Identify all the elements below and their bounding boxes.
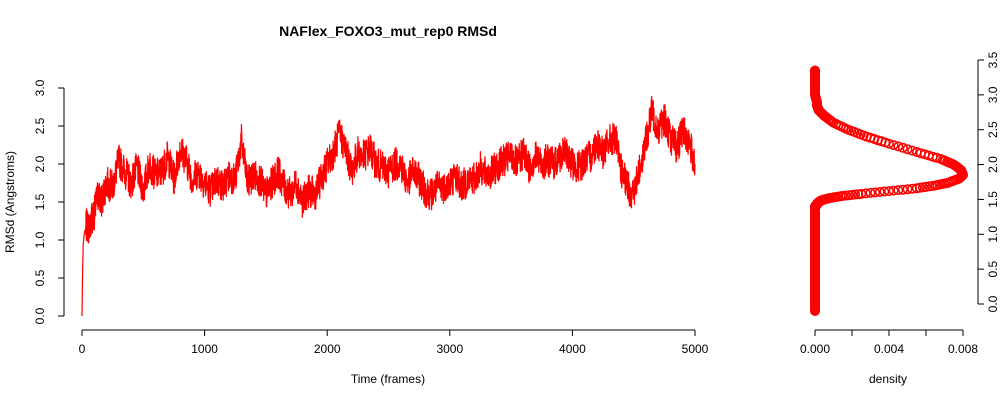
density-point <box>865 187 876 198</box>
density-x-tick-label: 0.000 <box>800 342 830 356</box>
x-tick-label: 1000 <box>191 342 218 356</box>
density-panel: 0.000 0.004 0.008 0.0 0.5 1.0 1.5 2.0 2.5 3.0 3.5… <box>800 51 1000 386</box>
density-point <box>911 147 922 158</box>
density-y-tick-label: 2.5 <box>986 121 1000 138</box>
density-y-tick-label: 0.0 <box>986 295 1000 312</box>
density-y-tick-label: 1.5 <box>986 191 1000 208</box>
x-tick-label: 2000 <box>314 342 341 356</box>
density-points <box>809 65 968 316</box>
x-tick-label: 3000 <box>436 342 463 356</box>
density-point <box>809 65 820 76</box>
density-y-tick-label: 0.5 <box>986 260 1000 277</box>
density-y-tick-label: 2.0 <box>986 156 1000 173</box>
density-point <box>902 184 913 195</box>
x-tick-label: 0 <box>79 342 86 356</box>
density-x-tick-label: 0.008 <box>948 342 978 356</box>
y-tick-label: 0.0 <box>33 307 47 324</box>
density-point <box>879 186 890 197</box>
y-tick-label: 1.0 <box>33 231 47 248</box>
density-y-tick-label: 3.0 <box>986 86 1000 103</box>
density-point <box>897 184 908 195</box>
density-point <box>907 145 918 156</box>
density-x-axis-label: density <box>869 372 907 386</box>
y-axis-label: RMSd (Angstroms) <box>3 151 17 253</box>
left-y-axis: 0.0 0.5 1.0 1.5 2.0 2.5 3.0 <box>33 79 65 324</box>
y-tick-label: 2.5 <box>33 117 47 134</box>
y-tick-label: 1.5 <box>33 193 47 210</box>
x-tick-label: 4000 <box>559 342 586 356</box>
density-x-tick-label: 0.004 <box>874 342 904 356</box>
density-y-axis: 0.0 0.5 1.0 1.5 2.0 2.5 3.0 3.5 <box>977 51 1000 312</box>
x-axis-label: Time (frames) <box>351 372 425 386</box>
density-point <box>902 144 913 155</box>
series-line-rmsd <box>81 95 696 316</box>
y-tick-label: 2.0 <box>33 155 47 172</box>
density-y-tick-label: 3.5 <box>986 51 1000 68</box>
density-x-axis: 0.000 0.004 0.008 <box>800 329 978 356</box>
density-point <box>893 185 904 196</box>
density-point <box>856 188 867 199</box>
left-x-axis: 0 1000 2000 3000 4000 5000 <box>79 329 709 356</box>
x-tick-label: 5000 <box>682 342 709 356</box>
density-point <box>870 187 881 198</box>
density-point <box>860 188 871 199</box>
density-point <box>883 186 894 197</box>
density-point <box>897 142 908 153</box>
y-tick-label: 0.5 <box>33 269 47 286</box>
rmsd-line-panel: 0.0 0.5 1.0 1.5 2.0 2.5 3.0 0 1000 2000 3000 4000 5… <box>3 79 709 386</box>
y-tick-label: 3.0 <box>33 79 47 96</box>
density-point <box>893 141 904 152</box>
density-y-tick-label: 1.0 <box>986 226 1000 243</box>
chart-title: NAFlex_FOXO3_mut_rep0 RMSd <box>279 23 497 39</box>
density-point <box>888 185 899 196</box>
density-point <box>874 187 885 198</box>
density-point <box>915 148 926 159</box>
